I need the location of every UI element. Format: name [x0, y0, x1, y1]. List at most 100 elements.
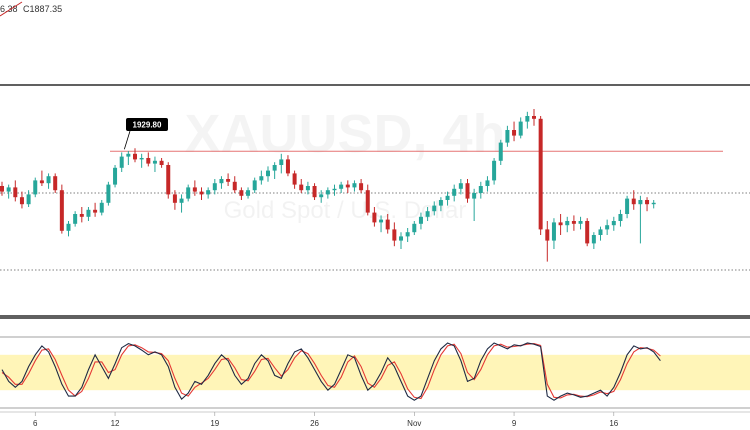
- candle-body[interactable]: [611, 221, 616, 226]
- candle-body[interactable]: [232, 181, 237, 191]
- candle-body[interactable]: [99, 202, 104, 213]
- candle-body[interactable]: [465, 183, 470, 199]
- candle-body[interactable]: [199, 191, 204, 195]
- candle-body[interactable]: [325, 190, 330, 195]
- candle-body[interactable]: [359, 183, 364, 191]
- candle-body[interactable]: [472, 193, 477, 199]
- candle-body[interactable]: [133, 153, 137, 160]
- candle-body[interactable]: [39, 180, 44, 184]
- candle-body[interactable]: [219, 179, 224, 184]
- candle-body[interactable]: [73, 214, 78, 224]
- candle-body[interactable]: [591, 235, 596, 244]
- candle-body[interactable]: [139, 158, 144, 160]
- candle-body[interactable]: [631, 198, 636, 205]
- candle-body[interactable]: [332, 188, 337, 191]
- candle-body[interactable]: [425, 211, 430, 217]
- candle-body[interactable]: [186, 187, 191, 199]
- candle-body[interactable]: [372, 212, 377, 223]
- candle-body[interactable]: [192, 187, 197, 192]
- candle-body[interactable]: [405, 232, 410, 237]
- candle-body[interactable]: [565, 221, 570, 226]
- candle-body[interactable]: [252, 180, 257, 191]
- candle-body[interactable]: [645, 200, 650, 205]
- candle-body[interactable]: [365, 190, 370, 213]
- candle-body[interactable]: [418, 216, 423, 224]
- candle-body[interactable]: [239, 190, 244, 196]
- candle-body[interactable]: [532, 116, 536, 119]
- candle-body[interactable]: [498, 142, 503, 161]
- candle-body[interactable]: [478, 186, 483, 193]
- candle-body[interactable]: [272, 165, 277, 171]
- candle-body[interactable]: [312, 186, 317, 198]
- candle-body[interactable]: [285, 159, 290, 174]
- candle-body[interactable]: [126, 153, 131, 157]
- candle-body[interactable]: [93, 209, 98, 213]
- candle-body[interactable]: [385, 219, 390, 230]
- candle-body[interactable]: [86, 209, 91, 217]
- candle-body[interactable]: [638, 200, 643, 205]
- candle-body[interactable]: [33, 180, 38, 195]
- candle-body[interactable]: [558, 222, 563, 226]
- candle-body[interactable]: [379, 219, 384, 223]
- candle-body[interactable]: [179, 198, 184, 203]
- candle-body[interactable]: [152, 160, 157, 164]
- candle-body[interactable]: [113, 167, 118, 185]
- candle-body[interactable]: [259, 176, 264, 181]
- candle-body[interactable]: [59, 190, 64, 231]
- candle-body[interactable]: [166, 165, 171, 195]
- candle-body[interactable]: [119, 156, 124, 168]
- candle-body[interactable]: [266, 170, 270, 177]
- candle-body[interactable]: [545, 229, 550, 241]
- candle-body[interactable]: [585, 221, 590, 244]
- candle-body[interactable]: [392, 229, 397, 241]
- candle-body[interactable]: [299, 184, 304, 191]
- candle-body[interactable]: [13, 187, 18, 198]
- candle-body[interactable]: [512, 130, 517, 136]
- candle-body[interactable]: [106, 184, 111, 203]
- candle-body[interactable]: [518, 121, 523, 136]
- candle-body[interactable]: [412, 223, 417, 233]
- candle-body[interactable]: [6, 187, 11, 192]
- candle-body[interactable]: [452, 188, 457, 196]
- candle-body[interactable]: [79, 214, 84, 217]
- candle-body[interactable]: [319, 194, 324, 198]
- candle-body[interactable]: [206, 190, 211, 195]
- candle-body[interactable]: [618, 214, 623, 221]
- candle-body[interactable]: [146, 158, 151, 164]
- candle-body[interactable]: [458, 183, 463, 189]
- candle-body[interactable]: [598, 229, 603, 235]
- candle-body[interactable]: [505, 130, 510, 143]
- candle-body[interactable]: [625, 198, 630, 214]
- candle-body[interactable]: [485, 180, 490, 186]
- candle-body[interactable]: [339, 184, 344, 189]
- candle-body[interactable]: [578, 221, 583, 224]
- candle-body[interactable]: [492, 160, 497, 181]
- candle-body[interactable]: [172, 194, 177, 203]
- price-label-marker[interactable]: 1929.80: [123, 118, 168, 150]
- candle-body[interactable]: [432, 205, 437, 212]
- candle-body[interactable]: [66, 223, 71, 231]
- candle-body[interactable]: [305, 186, 310, 191]
- candle-body[interactable]: [159, 160, 164, 165]
- candle-body[interactable]: [46, 176, 51, 184]
- candle-body[interactable]: [445, 195, 450, 200]
- candle-body[interactable]: [571, 221, 576, 224]
- candle-body[interactable]: [651, 202, 656, 205]
- candle-body[interactable]: [19, 197, 24, 205]
- candle-body[interactable]: [26, 194, 31, 205]
- candle-body[interactable]: [212, 183, 217, 191]
- candle-body[interactable]: [53, 176, 58, 191]
- candle-body[interactable]: [525, 116, 530, 122]
- candle-body[interactable]: [399, 236, 403, 241]
- candle-body[interactable]: [292, 173, 297, 185]
- candle-body[interactable]: [345, 184, 350, 188]
- candle-body[interactable]: [352, 183, 357, 188]
- candle-body[interactable]: [226, 179, 231, 182]
- candle-body[interactable]: [0, 186, 4, 192]
- candle-body[interactable]: [279, 159, 284, 165]
- candle-body[interactable]: [246, 190, 251, 196]
- candle-body[interactable]: [538, 118, 543, 230]
- candle-body[interactable]: [438, 200, 443, 206]
- candle-body[interactable]: [605, 225, 610, 230]
